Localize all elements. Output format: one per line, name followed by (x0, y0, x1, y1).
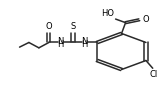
Text: HO: HO (101, 9, 114, 18)
Text: O: O (46, 22, 52, 31)
Text: O: O (142, 15, 149, 24)
Text: N: N (81, 37, 87, 46)
Text: S: S (70, 22, 76, 31)
Text: N: N (57, 37, 63, 46)
Text: Cl: Cl (149, 70, 158, 79)
Text: H: H (81, 40, 87, 49)
Text: H: H (57, 40, 63, 49)
